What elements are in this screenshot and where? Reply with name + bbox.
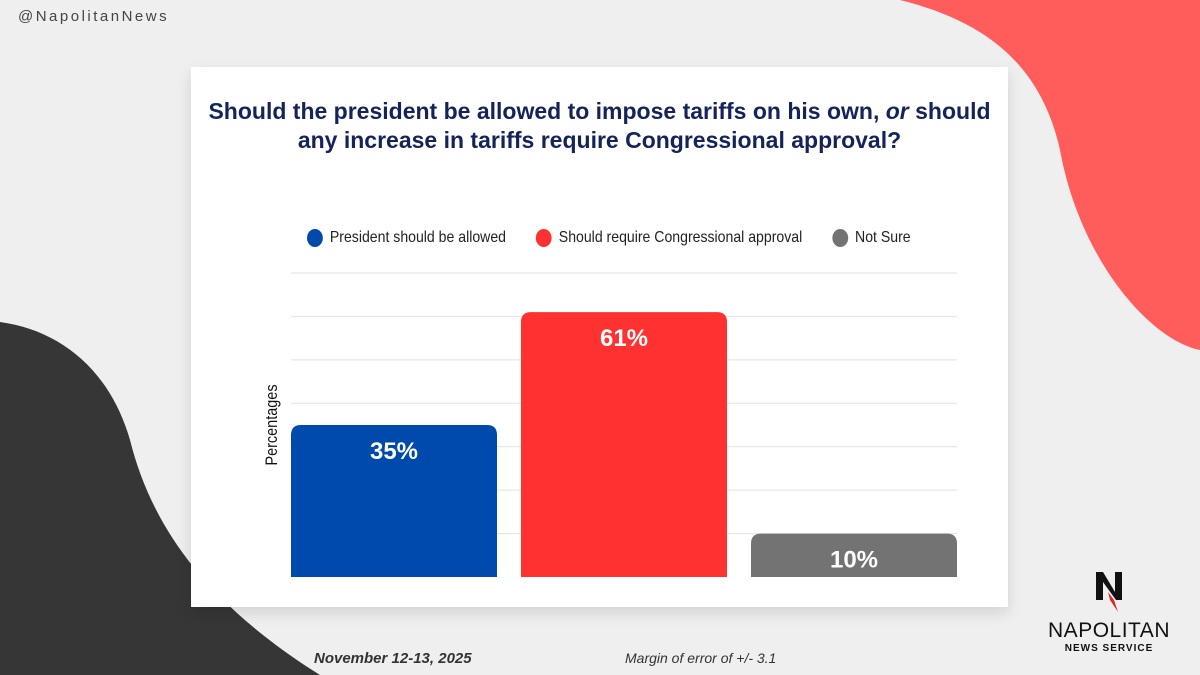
data-label: 10% bbox=[830, 547, 878, 574]
logo-n-icon bbox=[1096, 572, 1122, 612]
napolitan-logo: NAPOLITAN NEWS SERVICE bbox=[1045, 570, 1173, 654]
y-axis-label: Percentages bbox=[263, 384, 281, 465]
legend-dot bbox=[307, 229, 323, 247]
legend-item: Not Sure bbox=[832, 229, 911, 247]
margin-of-error: Margin of error of +/- 3.1 bbox=[625, 650, 777, 666]
bar bbox=[291, 425, 497, 577]
legend-item: Should require Congressional approval bbox=[535, 229, 802, 247]
legend: President should be allowed Should requi… bbox=[307, 229, 911, 247]
logo-name: NAPOLITAN bbox=[1048, 619, 1170, 642]
bar bbox=[521, 312, 727, 577]
data-label: 35% bbox=[370, 438, 418, 465]
legend-item: President should be allowed bbox=[307, 229, 506, 247]
chart-card: Should the president be allowed to impos… bbox=[191, 67, 1008, 607]
legend-dot bbox=[535, 229, 552, 247]
bar bbox=[751, 533, 957, 577]
chart-title: Should the president be allowed to impos… bbox=[208, 98, 991, 153]
data-label: 61% bbox=[600, 325, 648, 352]
logo-subtitle: NEWS SERVICE bbox=[1064, 643, 1154, 654]
legend-dot bbox=[832, 229, 848, 247]
poll-date: November 12-13, 2025 bbox=[314, 650, 472, 667]
handle: @NapolitanNews bbox=[18, 8, 170, 25]
plot-area: 35% 61% 10% Percentages bbox=[263, 272, 957, 577]
